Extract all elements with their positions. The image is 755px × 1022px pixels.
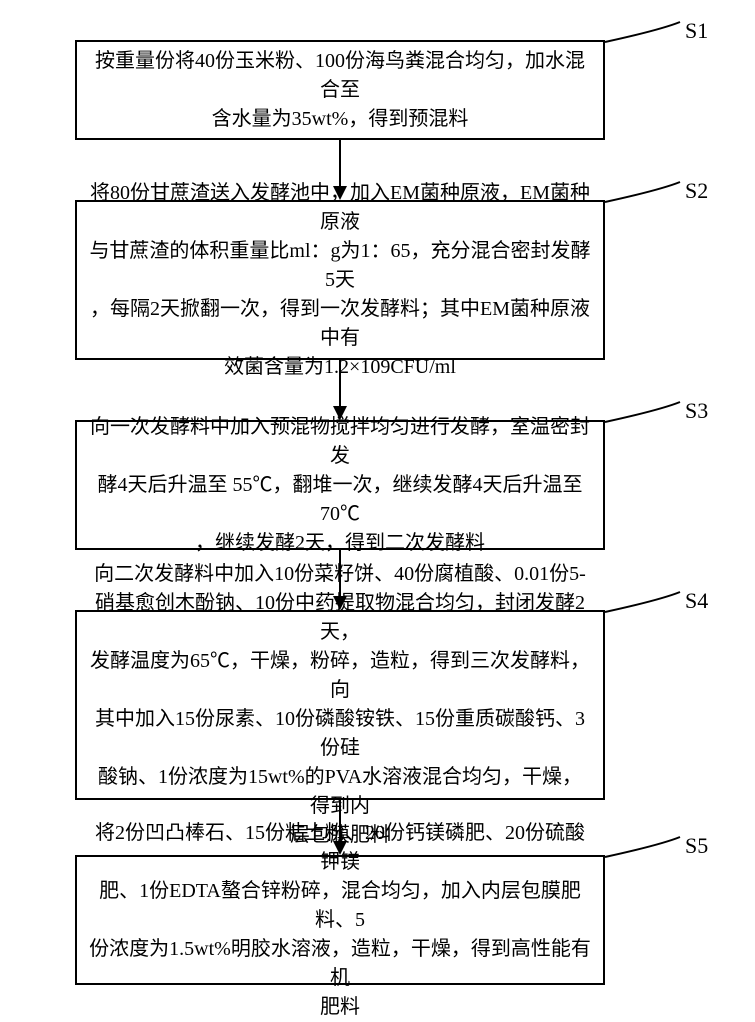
step-box-s1: 按重量份将40份玉米粉、100份海鸟粪混合均匀，加水混合至 含水量为35wt%，…	[75, 40, 605, 140]
leader-line	[605, 592, 680, 612]
step-text: 将2份凹凸棒石、15份粘土粉、20份钙镁磷肥、20份硫酸钾镁 肥、1份EDTA螯…	[89, 819, 591, 1022]
step-text: 将80份甘蔗渣送入发酵池中，加入EM菌种原液，EM菌种原液 与甘蔗渣的体积重量比…	[89, 179, 591, 382]
step-label-s3: S3	[685, 398, 708, 424]
step-label-s5: S5	[685, 833, 708, 859]
step-label-s4: S4	[685, 588, 708, 614]
leader-line	[605, 402, 680, 422]
step-label-s1: S1	[685, 18, 708, 44]
step-text: 向一次发酵料中加入预混物搅拌均匀进行发酵，室温密封发 酵4天后升温至 55℃，翻…	[89, 413, 591, 558]
step-label-s2: S2	[685, 178, 708, 204]
step-text: 按重量份将40份玉米粉、100份海鸟粪混合均匀，加水混合至 含水量为35wt%，…	[89, 47, 591, 134]
flowchart-canvas: 按重量份将40份玉米粉、100份海鸟粪混合均匀，加水混合至 含水量为35wt%，…	[0, 0, 755, 1000]
step-box-s3: 向一次发酵料中加入预混物搅拌均匀进行发酵，室温密封发 酵4天后升温至 55℃，翻…	[75, 420, 605, 550]
leader-line	[605, 182, 680, 202]
leader-line	[605, 837, 680, 857]
leader-line	[605, 22, 680, 42]
step-box-s2: 将80份甘蔗渣送入发酵池中，加入EM菌种原液，EM菌种原液 与甘蔗渣的体积重量比…	[75, 200, 605, 360]
step-text: 向二次发酵料中加入10份菜籽饼、40份腐植酸、0.01份5- 硝基愈创木酚钠、1…	[89, 560, 591, 850]
step-box-s5: 将2份凹凸棒石、15份粘土粉、20份钙镁磷肥、20份硫酸钾镁 肥、1份EDTA螯…	[75, 855, 605, 985]
step-box-s4: 向二次发酵料中加入10份菜籽饼、40份腐植酸、0.01份5- 硝基愈创木酚钠、1…	[75, 610, 605, 800]
